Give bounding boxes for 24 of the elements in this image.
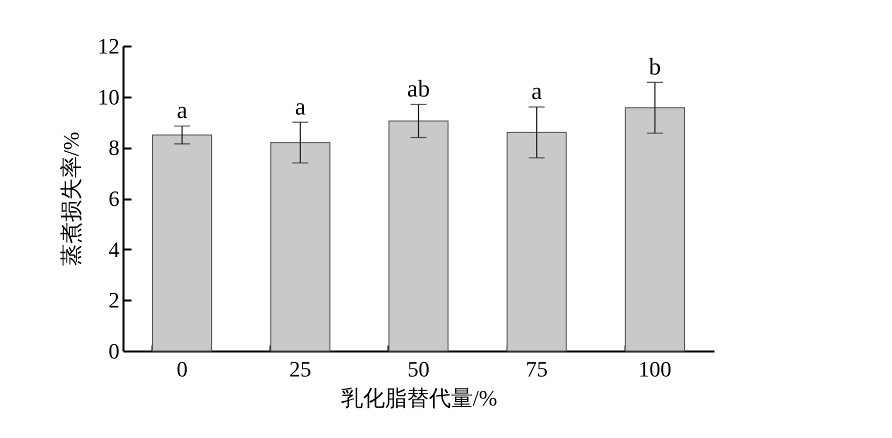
bar [152, 134, 212, 352]
y-tick-label: 12 [98, 34, 120, 58]
bar [388, 120, 449, 352]
x-tick-label: 25 [289, 356, 312, 382]
bar [624, 107, 685, 352]
y-tick-label: 4 [108, 236, 120, 262]
x-tick-label: 0 [176, 356, 188, 382]
annotation: a [294, 94, 306, 120]
x-tick-label: 50 [408, 356, 430, 382]
y-tick-label: 2 [108, 288, 120, 313]
x-axis-title: 乳化脂替代量/% [340, 386, 498, 410]
bar [270, 142, 330, 352]
y-tick-label: 6 [108, 186, 120, 211]
y-tick-label: 10 [98, 84, 120, 110]
y-tick-label: 8 [108, 135, 120, 160]
y-axis-title: 蒸煮损失率/% [58, 132, 84, 266]
annotation: ab [407, 76, 430, 102]
annotation: a [531, 79, 542, 105]
annotation: b [648, 54, 661, 80]
y-tick-label: 0 [108, 338, 120, 364]
bar [506, 132, 567, 352]
x-tick-label: 75 [526, 356, 548, 382]
x-tick-label: 100 [638, 356, 672, 382]
annotation: a [176, 98, 188, 124]
